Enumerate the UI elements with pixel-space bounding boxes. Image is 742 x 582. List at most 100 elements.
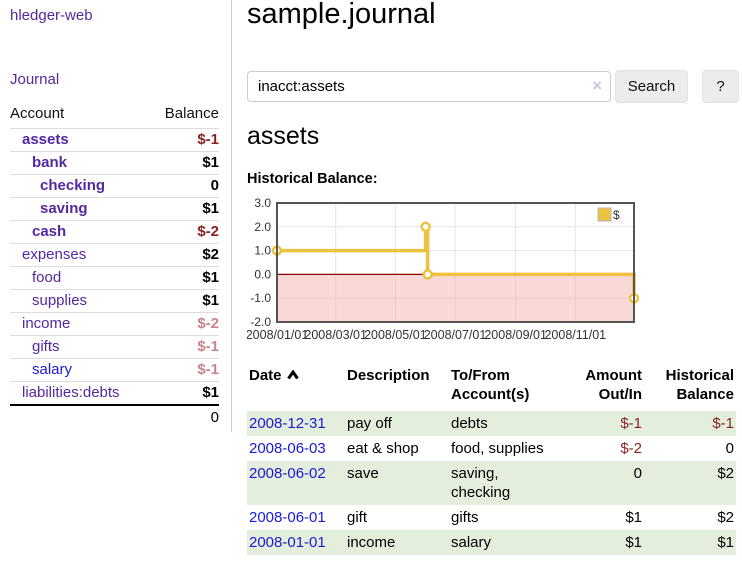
- search-form: × Search ?: [247, 70, 739, 103]
- svg-text:-2.0: -2.0: [250, 315, 271, 329]
- account-balance: $1: [202, 200, 219, 217]
- svg-text:$: $: [613, 208, 620, 222]
- account-balance: $1: [202, 384, 219, 401]
- historical-balance-chart: $3.0 2.0 1.0 0.0 -1.0 -2.0 2008/01/01 2008/03/0…: [247, 197, 739, 352]
- account-page-title: assets: [247, 122, 320, 150]
- transaction-amount: $-1: [620, 415, 642, 432]
- transaction-description: eat & shop: [347, 440, 419, 457]
- account-balance: $-2: [197, 315, 219, 332]
- svg-text:3.0: 3.0: [254, 197, 271, 210]
- register-row: 2008-06-02 save saving, checking 0 $2: [247, 461, 736, 505]
- register-header-amount: Amount Out/In: [585, 367, 642, 403]
- transaction-date-link[interactable]: 2008-12-31: [249, 415, 326, 432]
- svg-text:2.0: 2.0: [254, 220, 271, 234]
- account-link-food[interactable]: food: [32, 269, 62, 286]
- account-row: saving $1: [10, 197, 219, 221]
- transaction-balance: $2: [717, 509, 734, 526]
- account-link-income[interactable]: income: [22, 315, 71, 332]
- account-row: food $1: [10, 266, 219, 290]
- accounts-total-value: 0: [210, 409, 219, 426]
- register-row: 2008-06-01 gift gifts $1 $2: [247, 505, 736, 530]
- svg-text:2008/01/01: 2008/01/01: [247, 328, 308, 342]
- transaction-accounts: salary: [451, 534, 492, 551]
- transaction-date-link[interactable]: 2008-06-01: [249, 509, 326, 526]
- transaction-description: save: [347, 465, 379, 482]
- account-balance: $-1: [197, 131, 219, 148]
- account-balance: $-1: [197, 361, 219, 378]
- search-input[interactable]: [247, 71, 611, 102]
- register-header-historical: Historical Balance: [665, 367, 734, 403]
- page-title: sample.journal: [247, 0, 436, 30]
- transaction-balance: $1: [717, 534, 734, 551]
- accounts-header-account: Account: [10, 105, 65, 122]
- account-row: salary $-1: [10, 358, 219, 382]
- account-link-assets[interactable]: assets: [22, 131, 69, 148]
- transaction-amount: 0: [633, 465, 642, 482]
- account-balance: $2: [202, 246, 219, 263]
- transaction-description: gift: [347, 509, 368, 526]
- account-row: gifts $-1: [10, 335, 219, 359]
- svg-text:1.0: 1.0: [254, 244, 271, 258]
- account-balance: $-2: [197, 223, 219, 240]
- sidebar-item-journal[interactable]: Journal: [10, 71, 60, 88]
- help-button[interactable]: ?: [702, 70, 739, 103]
- svg-text:2008/05/01: 2008/05/01: [364, 328, 427, 342]
- register-header-date[interactable]: Date: [247, 364, 345, 411]
- register-row: 2008-06-03 eat & shop food, supplies $-2…: [247, 436, 736, 461]
- accounts-total-row: 0: [10, 405, 219, 430]
- register-header-accounts: To/From Account(s): [451, 367, 530, 403]
- svg-text:2008/07/01: 2008/07/01: [424, 328, 487, 342]
- clear-search-icon[interactable]: ×: [592, 76, 602, 95]
- transaction-accounts: food, supplies: [451, 440, 544, 457]
- account-balance: $1: [202, 292, 219, 309]
- register-header-description: Description: [347, 367, 430, 384]
- sort-ascending-icon: [286, 366, 299, 385]
- transaction-date-link[interactable]: 2008-06-02: [249, 465, 326, 482]
- transaction-accounts: debts: [451, 415, 488, 432]
- svg-text:2008/09/01: 2008/09/01: [484, 328, 547, 342]
- app-title-link[interactable]: hledger-web: [10, 7, 93, 24]
- sidebar: hledger-web Journal Account Balance asse…: [0, 0, 232, 432]
- account-balance: $1: [202, 154, 219, 171]
- transaction-balance: 0: [725, 440, 734, 457]
- account-row: income $-2: [10, 312, 219, 336]
- account-row: liabilities:debts $1: [10, 381, 219, 406]
- account-row: checking 0: [10, 174, 219, 198]
- transaction-balance: $2: [717, 465, 734, 482]
- balance-chart-svg: $3.0 2.0 1.0 0.0 -1.0 -2.02008/01/012008/03/0…: [247, 197, 640, 342]
- account-link-liabilities-debts[interactable]: liabilities:debts: [22, 384, 120, 401]
- account-link-saving[interactable]: saving: [40, 200, 88, 217]
- svg-text:2008/03/01: 2008/03/01: [304, 328, 367, 342]
- account-link-supplies[interactable]: supplies: [32, 292, 88, 309]
- account-link-checking[interactable]: checking: [40, 177, 106, 194]
- accounts-header-balance: Balance: [164, 105, 219, 122]
- account-link-expenses[interactable]: expenses: [22, 246, 87, 263]
- accounts-balance-table: Account Balance assets $-1 bank $1 checkin…: [10, 102, 219, 430]
- transaction-amount: $1: [625, 534, 642, 551]
- account-row: bank $1: [10, 151, 219, 175]
- account-link-gifts[interactable]: gifts: [32, 338, 60, 355]
- account-row: supplies $1: [10, 289, 219, 313]
- register-row: 2008-01-01 income salary $1 $1: [247, 530, 736, 555]
- transaction-amount: $1: [625, 509, 642, 526]
- account-link-bank[interactable]: bank: [32, 154, 68, 171]
- account-balance: $1: [202, 269, 219, 286]
- transaction-description: income: [347, 534, 396, 551]
- chart-label: Historical Balance:: [247, 171, 378, 187]
- search-button[interactable]: Search: [615, 70, 688, 103]
- transaction-accounts: gifts: [451, 509, 479, 526]
- transaction-accounts: saving, checking: [451, 465, 511, 501]
- account-link-cash[interactable]: cash: [32, 223, 67, 240]
- transaction-date-link[interactable]: 2008-06-03: [249, 440, 326, 457]
- svg-text:2008/11/01: 2008/11/01: [544, 328, 606, 342]
- register-row: 2008-12-31 pay off debts $-1 $-1: [247, 411, 736, 436]
- transaction-description: pay off: [347, 415, 392, 432]
- transaction-date-link[interactable]: 2008-01-01: [249, 534, 326, 551]
- transaction-balance: $-1: [712, 415, 734, 432]
- account-row: cash $-2: [10, 220, 219, 244]
- account-row: expenses $2: [10, 243, 219, 267]
- svg-text:-1.0: -1.0: [250, 291, 271, 305]
- account-balance: $-1: [197, 338, 219, 355]
- account-link-salary[interactable]: salary: [32, 361, 73, 378]
- account-balance: 0: [210, 177, 219, 194]
